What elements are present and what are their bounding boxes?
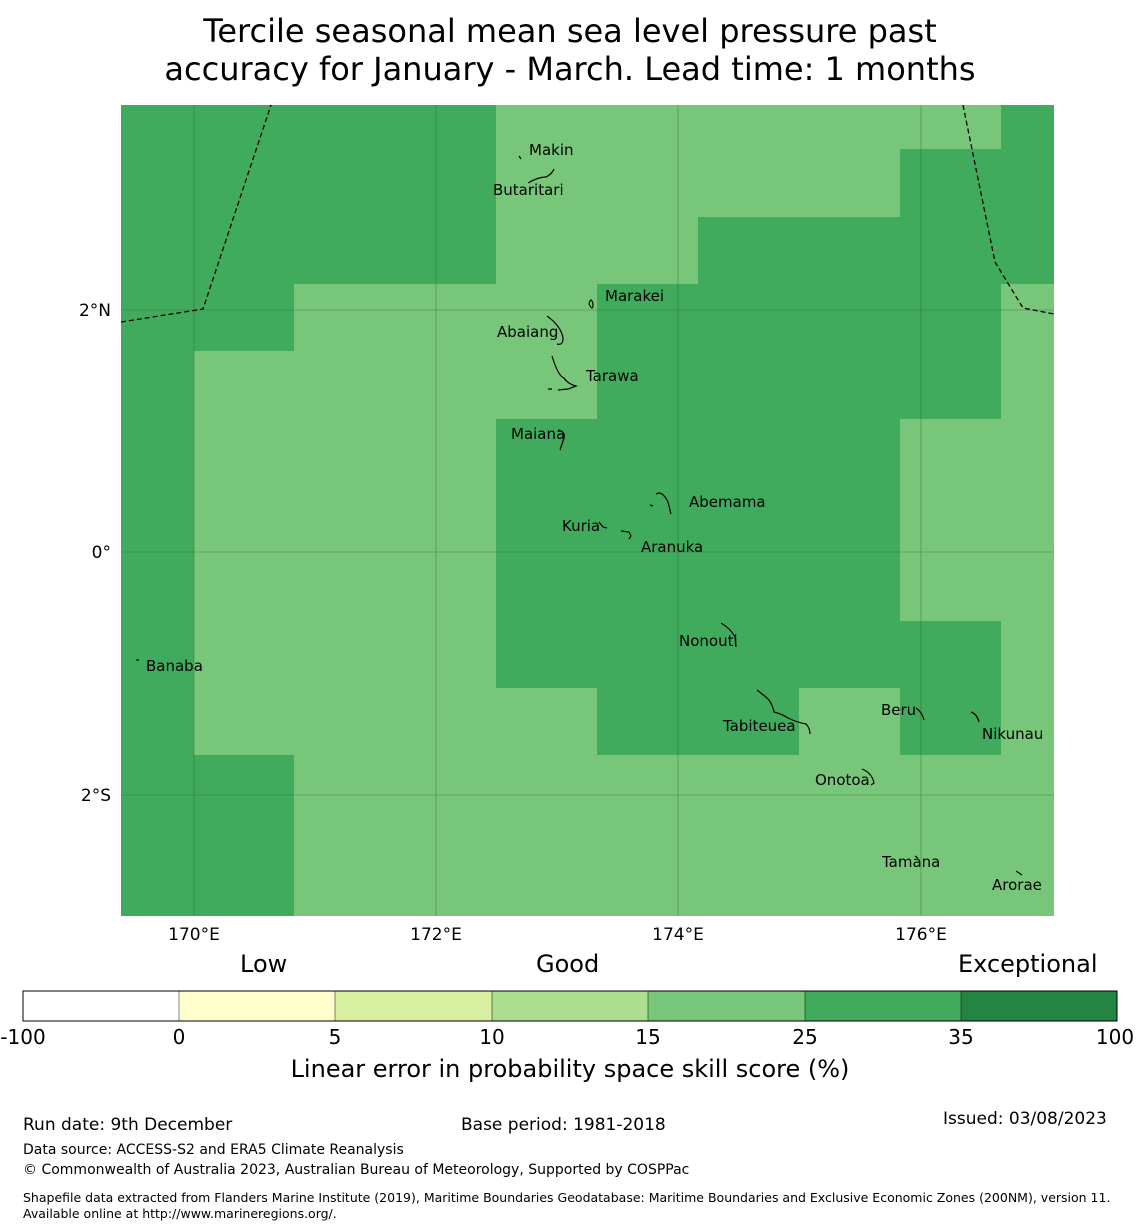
colorbar-tick: 0: [172, 1025, 186, 1049]
place-label-tarawa: Tarawa: [585, 367, 639, 385]
colorbar: [22, 990, 1118, 1022]
colorbar-category-exceptional: Exceptional: [958, 950, 1098, 978]
island-arorae: [1015, 870, 1023, 876]
island-tabiteuea: [756, 689, 811, 735]
map-panel: Makin Butaritari Marakei Abaiang Tarawa …: [79, 104, 1055, 945]
colorbar-segment: [335, 991, 492, 1021]
skill-cell: [900, 621, 1001, 755]
eez-boundary-east: [962, 104, 1055, 315]
colorbar-tick: 25: [792, 1025, 818, 1049]
base-period: Base period: 1981-2018: [461, 1115, 666, 1135]
island-abaiang: [546, 315, 564, 345]
lon-tick-label: 170°E: [168, 925, 220, 945]
island-abemama: [649, 492, 672, 515]
skill-cell: [194, 755, 294, 916]
colorbar-tick: 15: [635, 1025, 661, 1049]
skill-cell: [597, 284, 1001, 419]
place-label-maiana: Maiana: [511, 425, 565, 443]
skill-cell: [1001, 105, 1054, 284]
colorbar-segment: [179, 991, 335, 1021]
place-label-nonouti: Nonouti: [679, 632, 738, 650]
place-label-tabiteuea: Tabiteuea: [722, 717, 796, 735]
place-label-tamana: Tamana: [881, 853, 940, 871]
island-kuria: [598, 521, 608, 529]
lon-tick-label: 176°E: [895, 925, 947, 945]
place-label-onotoa: Onotoa: [815, 771, 870, 789]
place-label-nikunau: Nikunau: [982, 725, 1043, 743]
place-label-arorae: Arorae: [992, 876, 1042, 894]
shapefile-credit: Shapefile data extracted from Flanders M…: [23, 1190, 1111, 1221]
island-nonouti: [720, 622, 737, 648]
colorbar-frame: [22, 990, 1118, 1022]
lon-tick-label: 172°E: [410, 925, 462, 945]
lon-tick-label: 174°E: [652, 925, 704, 945]
skill-cells-25-35: [121, 105, 1054, 916]
title-line-1: Tercile seasonal mean sea level pressure…: [203, 12, 937, 50]
skill-cell: [496, 419, 900, 688]
colorbar-label: Linear error in probability space skill …: [290, 1055, 850, 1083]
island-onotoa: [861, 768, 875, 786]
lat-tick-label: 2°N: [79, 301, 111, 321]
issued-date: Issued: 03/08/2023: [943, 1109, 1107, 1129]
place-label-marakei: Marakei: [605, 287, 664, 305]
colorbar-segment: [492, 991, 648, 1021]
island-marakei: [588, 299, 594, 309]
copyright: © Commonwealth of Australia 2023, Austra…: [23, 1162, 690, 1178]
colorbar-tick: 35: [948, 1025, 974, 1049]
place-label-abemama: Abemama: [689, 493, 766, 511]
place-label-aranuka: Aranuka: [641, 538, 703, 556]
colorbar-segment: [648, 991, 805, 1021]
island-maiana: [557, 429, 565, 451]
place-label-beru: Beru: [881, 701, 916, 719]
colorbar-tick: 100: [1095, 1025, 1135, 1049]
skill-cell: [900, 149, 1001, 284]
data-source: Data source: ACCESS-S2 and ERA5 Climate …: [23, 1142, 404, 1158]
colorbar-tick: -100: [0, 1025, 46, 1049]
island-makin: [518, 155, 522, 160]
island-aranuka: [620, 530, 632, 540]
place-label-butaritari: Butaritari: [493, 181, 564, 199]
title-line-2: accuracy for January - March. Lead time:…: [164, 50, 976, 88]
colorbar-segment: [23, 991, 179, 1021]
colorbar-segment: [961, 991, 1117, 1021]
lat-tick-label: 0°: [92, 543, 111, 563]
place-label-kuria: Kuria: [562, 517, 600, 535]
run-date: Run date: 9th December: [23, 1115, 233, 1135]
island-nikunau: [970, 711, 980, 723]
island-butaritari: [527, 168, 555, 184]
islands: [136, 155, 1023, 876]
skill-cell: [194, 105, 496, 284]
skill-cell: [121, 105, 194, 916]
colorbar-category-good: Good: [536, 950, 600, 978]
place-label-banaba: Banaba: [146, 657, 203, 675]
eez-boundaries: [120, 104, 1055, 323]
island-beru: [915, 707, 925, 721]
colorbar-tick: 10: [479, 1025, 505, 1049]
colorbar-segment: [805, 991, 961, 1021]
skill-cell: [194, 284, 294, 351]
map-title: Tercile seasonal mean sea level pressure…: [0, 12, 1140, 88]
island-tarawa: [548, 355, 579, 391]
skill-cell: [698, 217, 900, 284]
place-label-abaiang: Abaiang: [497, 323, 558, 341]
place-label-makin: Makin: [529, 141, 574, 159]
eez-boundary-west: [120, 104, 272, 323]
lat-tick-label: 2°S: [81, 786, 111, 806]
gridlines: [121, 105, 1054, 916]
island-tamana: [914, 855, 919, 859]
colorbar-category-low: Low: [240, 950, 288, 978]
colorbar-tick: 5: [328, 1025, 342, 1049]
skill-cell: [597, 688, 799, 755]
